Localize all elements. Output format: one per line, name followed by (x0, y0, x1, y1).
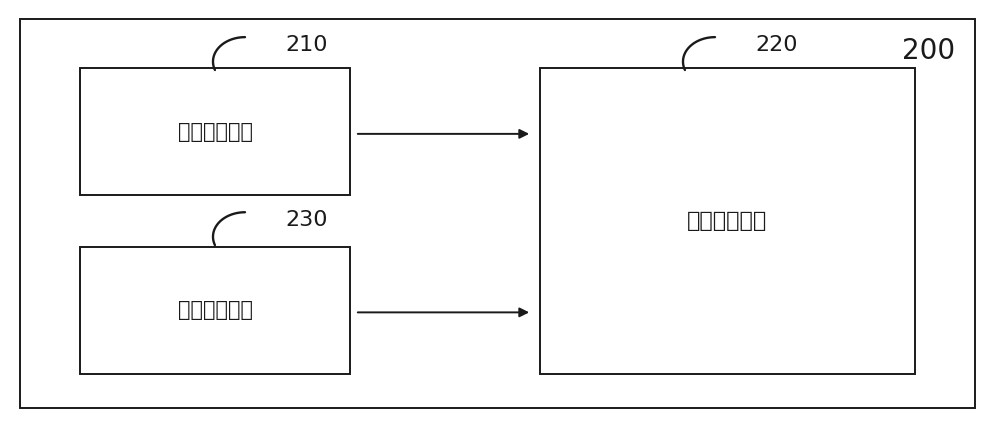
Bar (540, 68, 915, 374)
Text: 第二判断模块: 第二判断模块 (178, 300, 253, 320)
Text: 第一判断模块: 第一判断模块 (178, 122, 253, 142)
Text: 报文转发模块: 报文转发模块 (687, 211, 768, 231)
Text: 200: 200 (902, 37, 955, 65)
Bar (80, 246, 350, 374)
Text: 210: 210 (285, 34, 328, 55)
Text: 220: 220 (755, 34, 798, 55)
Bar (80, 68, 350, 196)
Text: 230: 230 (285, 210, 328, 230)
